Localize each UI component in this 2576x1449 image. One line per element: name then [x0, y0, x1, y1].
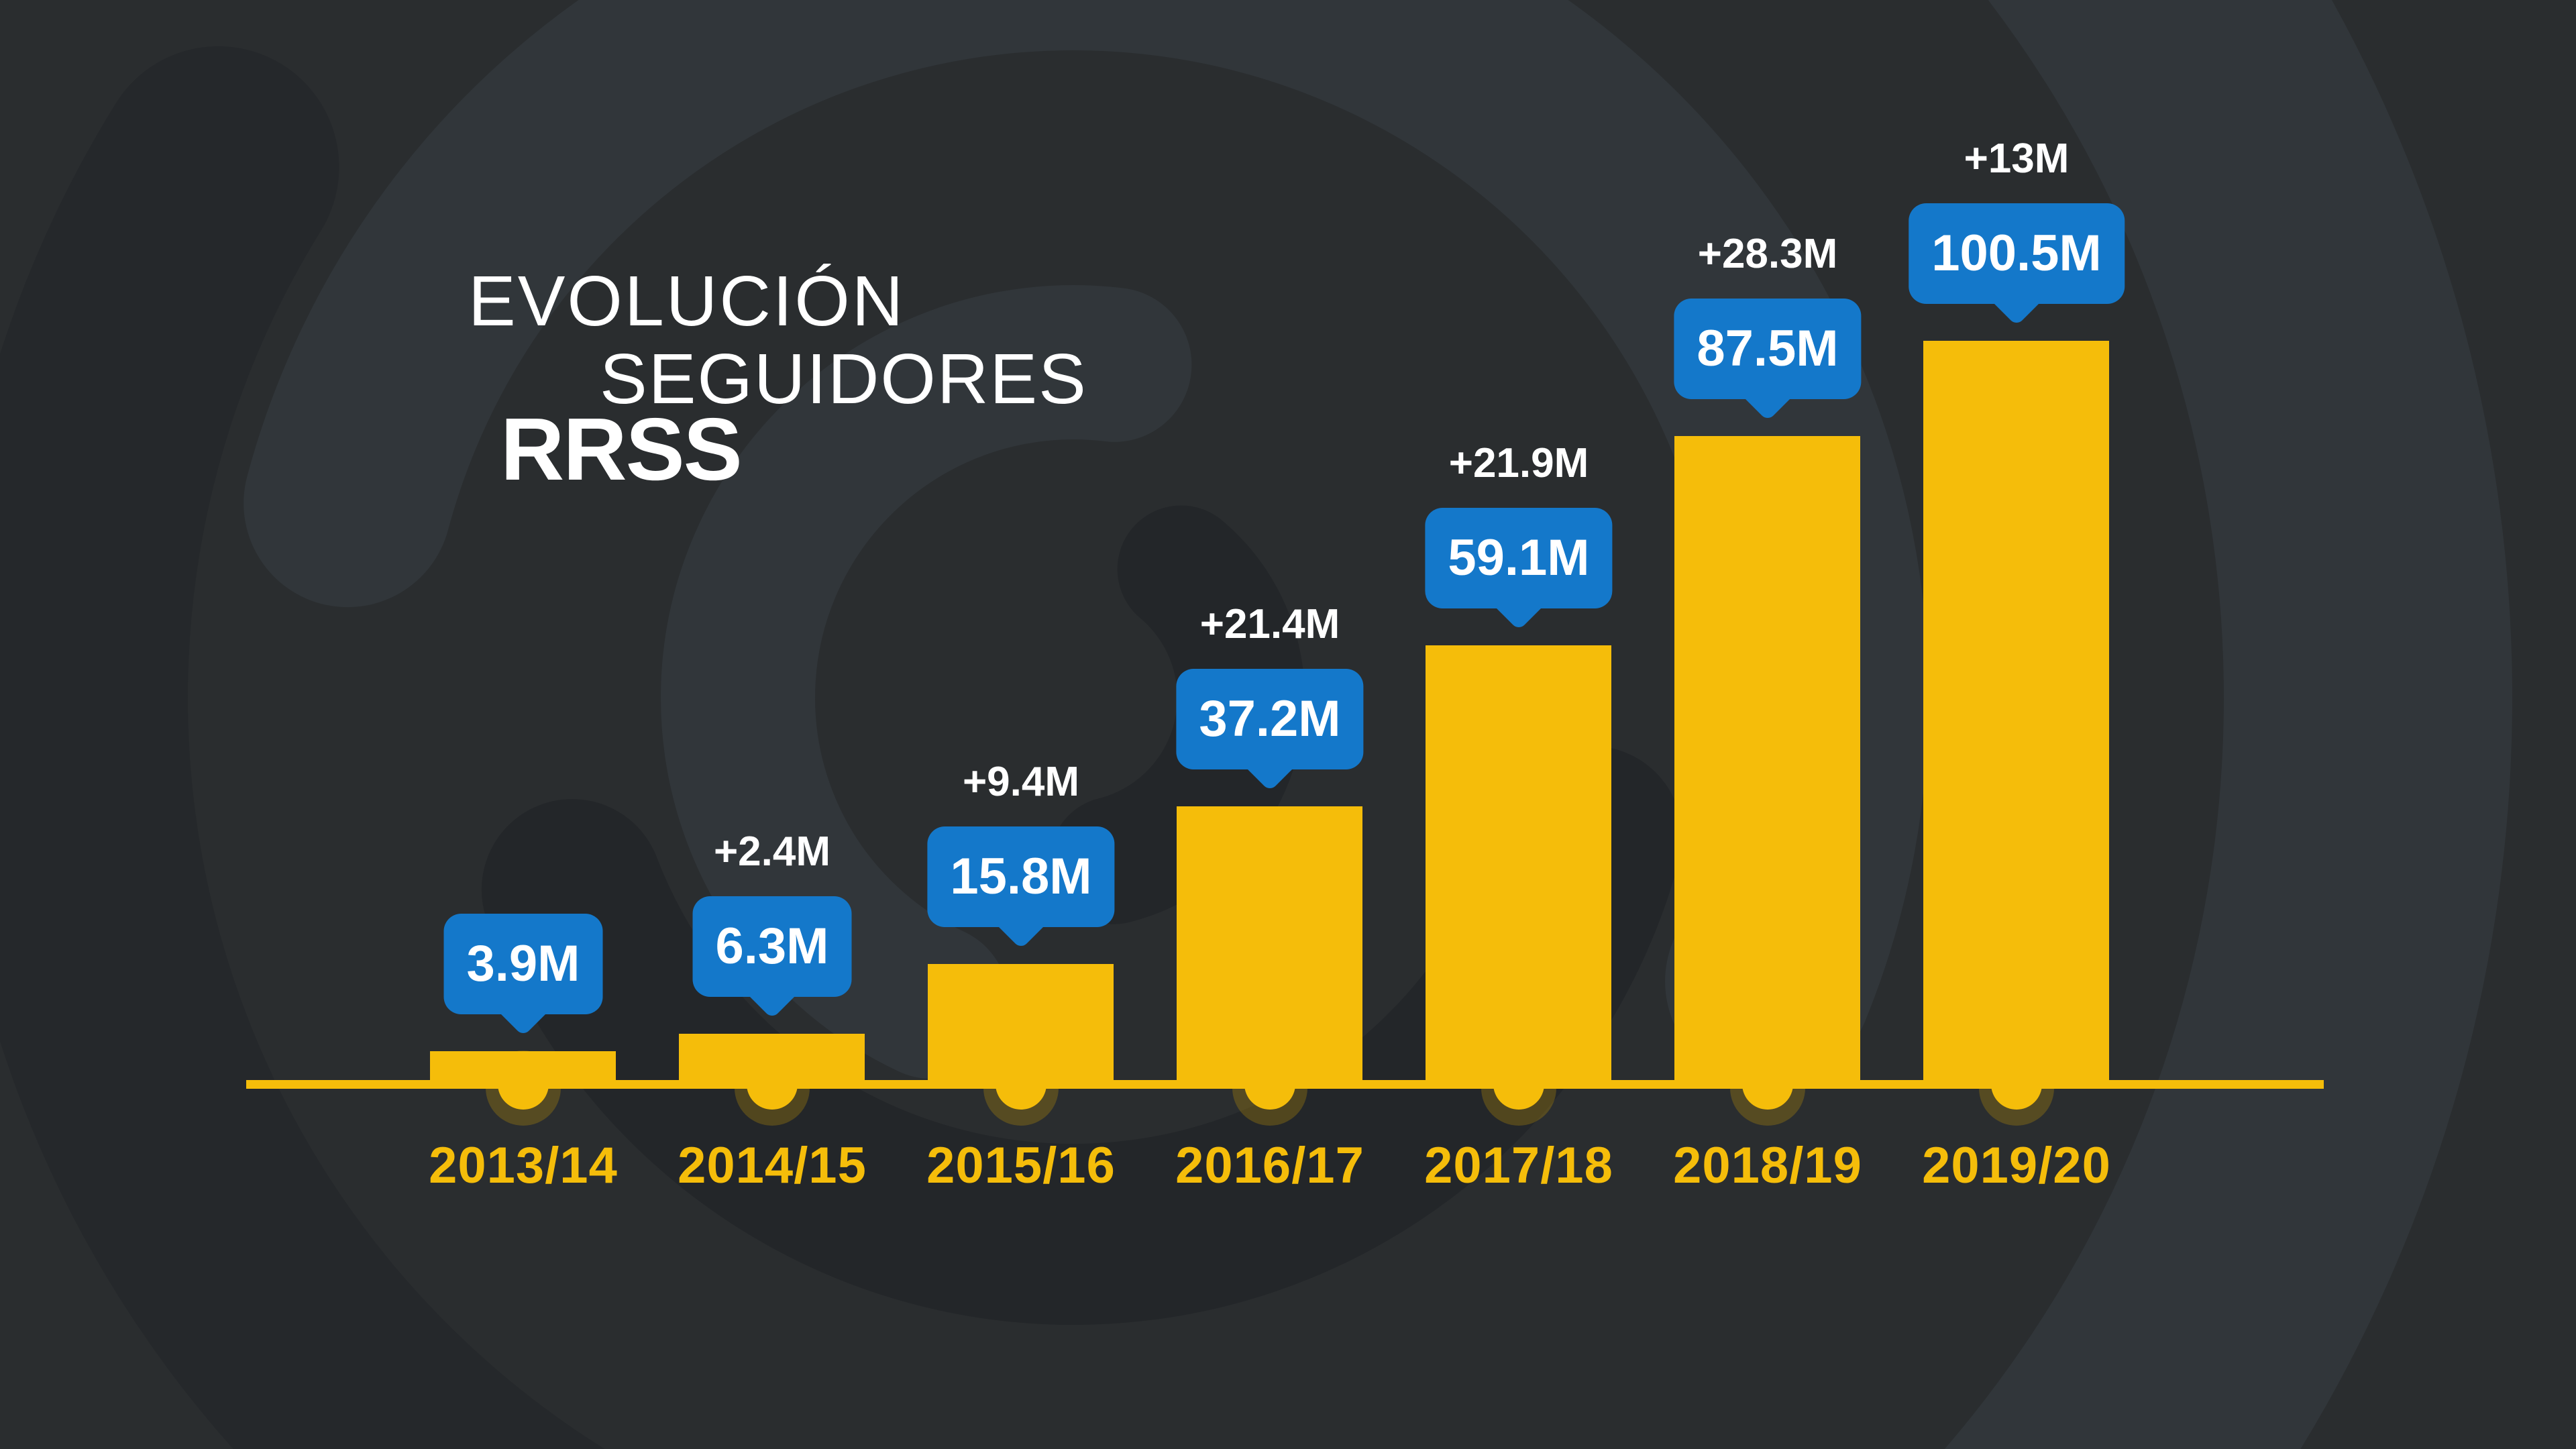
value-bubble: 6.3M [692, 896, 852, 997]
bar [1923, 341, 2109, 1089]
bar [1177, 806, 1362, 1089]
year-label: 2013/14 [429, 1137, 618, 1194]
year-label: 2018/19 [1673, 1137, 1862, 1194]
increment-label: +9.4M [962, 759, 1080, 805]
increment-label: +2.4M [713, 828, 831, 875]
bar [928, 964, 1114, 1089]
bar [679, 1034, 865, 1089]
year-label: 2016/17 [1175, 1137, 1364, 1194]
increment-label: +21.9M [1448, 440, 1589, 486]
increment-label: +13M [1964, 136, 2070, 182]
bar [1674, 436, 1860, 1089]
value-bubble: 37.2M [1176, 669, 1364, 769]
value-bubble: 59.1M [1425, 508, 1613, 608]
value-bubble: 100.5M [1909, 203, 2125, 304]
increment-label: +28.3M [1697, 231, 1838, 277]
title-line-evolucion: EVOLUCIÓN [468, 262, 906, 341]
axis-line [246, 1080, 2324, 1089]
value-bubble: 87.5M [1674, 299, 1862, 399]
year-label: 2017/18 [1424, 1137, 1613, 1194]
year-label: 2015/16 [926, 1137, 1116, 1194]
value-bubble: 15.8M [927, 826, 1115, 927]
bar [1426, 645, 1611, 1089]
year-label: 2014/15 [678, 1137, 867, 1194]
increment-label: +21.4M [1199, 601, 1340, 647]
year-label: 2019/20 [1922, 1137, 2111, 1194]
value-bubble: 3.9M [443, 914, 603, 1014]
title-line-rrss: RRSS [500, 400, 743, 498]
title-line-seguidores: SEGUIDORES [600, 339, 1087, 419]
